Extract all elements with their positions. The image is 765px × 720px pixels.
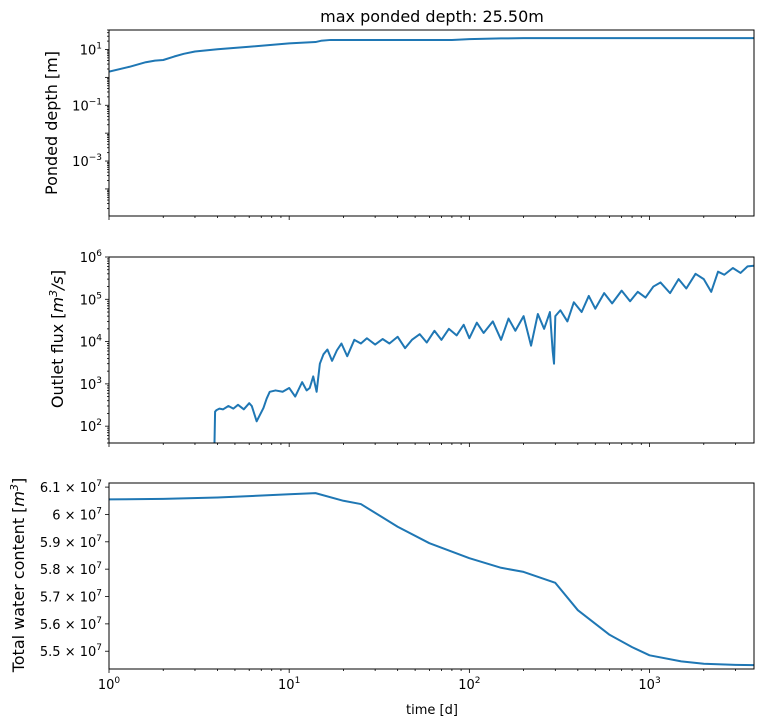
x-tick-label: 102 [458, 676, 480, 693]
plot-frame [108, 29, 755, 217]
y-tick-label: 6.1 × 107 [40, 479, 102, 496]
y-tick-label-exponent: 6 [96, 249, 102, 259]
plot-frame [108, 482, 755, 670]
y-tick-label: 5.8 × 107 [40, 561, 102, 578]
y-tick-label-base: 10 [80, 336, 97, 351]
y-tick-label-exponent: 3 [96, 376, 102, 386]
x-tick-label-exponent: 0 [114, 676, 120, 686]
series-line [109, 37, 754, 73]
x-tick-label-base: 10 [98, 678, 115, 693]
y-tick-label-exponent: 7 [96, 589, 102, 599]
y-tick-label-base: 10 [80, 420, 97, 435]
y-tick-label-exponent: −1 [89, 97, 102, 107]
x-tick-label: 100 [98, 676, 121, 693]
y-tick-label: 102 [80, 418, 102, 435]
series-line [109, 492, 754, 667]
y-axis-label-total-water-suffix: ] [9, 478, 28, 484]
y-tick-label: 106 [80, 249, 103, 266]
x-tick-label-exponent: 3 [655, 676, 661, 686]
y-tick-label-base: 10 [80, 43, 97, 58]
y-tick-label: 5.9 × 107 [40, 534, 102, 551]
y-tick-label-exponent: 1 [96, 41, 102, 51]
y-axis-label-outlet-flux-unit-m: m [48, 297, 67, 313]
x-tick-label-base: 10 [638, 678, 655, 693]
y-tick-label-base: 5.9 × 10 [40, 536, 96, 551]
y-axis-label-ponded-depth: Ponded depth [m] [42, 51, 61, 195]
y-tick-label-base: 10 [80, 293, 97, 308]
y-tick-label-base: 5.8 × 10 [40, 563, 96, 578]
y-tick-label: 105 [80, 291, 102, 308]
y-tick-label-base: 10 [72, 99, 89, 114]
y-tick-label: 6 × 107 [52, 506, 102, 523]
chart-title: max ponded depth: 25.50m [320, 7, 544, 26]
y-tick-label-exponent: 7 [96, 506, 102, 516]
y-tick-label: 103 [80, 376, 102, 393]
y-tick-label-base: 5.6 × 10 [40, 618, 96, 633]
y-axis-label-total-water: Total water content [m3] [8, 478, 28, 674]
series-line [213, 264, 754, 443]
y-axis-label-outlet-flux-prefix: Outlet flux [ [48, 312, 67, 408]
y-axis-label-outlet-flux-unit-exp: 3 [47, 290, 60, 297]
y-tick-label-base: 5.7 × 10 [40, 591, 96, 606]
y-tick-label-exponent: 7 [96, 561, 102, 571]
x-tick-label-exponent: 1 [295, 676, 301, 686]
y-tick-label: 5.7 × 107 [40, 589, 102, 606]
x-tick-label: 101 [278, 676, 300, 693]
x-tick-label-exponent: 2 [475, 676, 481, 686]
y-tick-label-exponent: 7 [96, 479, 102, 489]
x-tick-label: 103 [638, 676, 660, 693]
y-axis-label-outlet-flux-suffix: ] [48, 270, 67, 276]
y-axis-label-total-water-prefix: Total water content [ [9, 507, 28, 674]
y-axis-label-outlet-flux-unit-per: /s [48, 276, 67, 292]
y-tick-label-exponent: 4 [96, 334, 102, 344]
y-axis-label-total-water-unit-m: m [9, 491, 28, 507]
y-tick-label-exponent: 7 [96, 534, 102, 544]
y-tick-label-exponent: 7 [96, 643, 102, 653]
x-tick-label-base: 10 [458, 678, 475, 693]
x-axis-label: time [d] [406, 703, 458, 718]
y-tick-label-base: 10 [80, 251, 97, 266]
y-tick-label: 101 [80, 41, 102, 58]
x-tick-label-base: 10 [278, 678, 295, 693]
y-tick-label-exponent: 5 [96, 291, 102, 301]
y-tick-label: 5.5 × 107 [40, 643, 102, 660]
y-tick-label-base: 5.5 × 10 [40, 645, 96, 660]
plot-frame [108, 256, 755, 444]
y-tick-label-base: 10 [72, 155, 89, 170]
y-tick-label: 10−1 [72, 97, 102, 114]
y-tick-label: 104 [80, 334, 103, 351]
y-axis-label-outlet-flux: Outlet flux [m3/s] [47, 270, 67, 408]
y-tick-label: 5.6 × 107 [40, 616, 102, 633]
y-tick-label-base: 6.1 × 10 [40, 481, 96, 496]
y-axis-label-total-water-unit-exp: 3 [8, 484, 21, 491]
y-tick-label-exponent: −3 [89, 153, 102, 163]
y-tick-label-base: 6 × 10 [52, 508, 96, 523]
y-tick-label: 10−3 [72, 153, 102, 170]
y-tick-label-exponent: 2 [96, 418, 102, 428]
y-tick-label-base: 10 [80, 378, 97, 393]
y-tick-label-exponent: 7 [96, 616, 102, 626]
